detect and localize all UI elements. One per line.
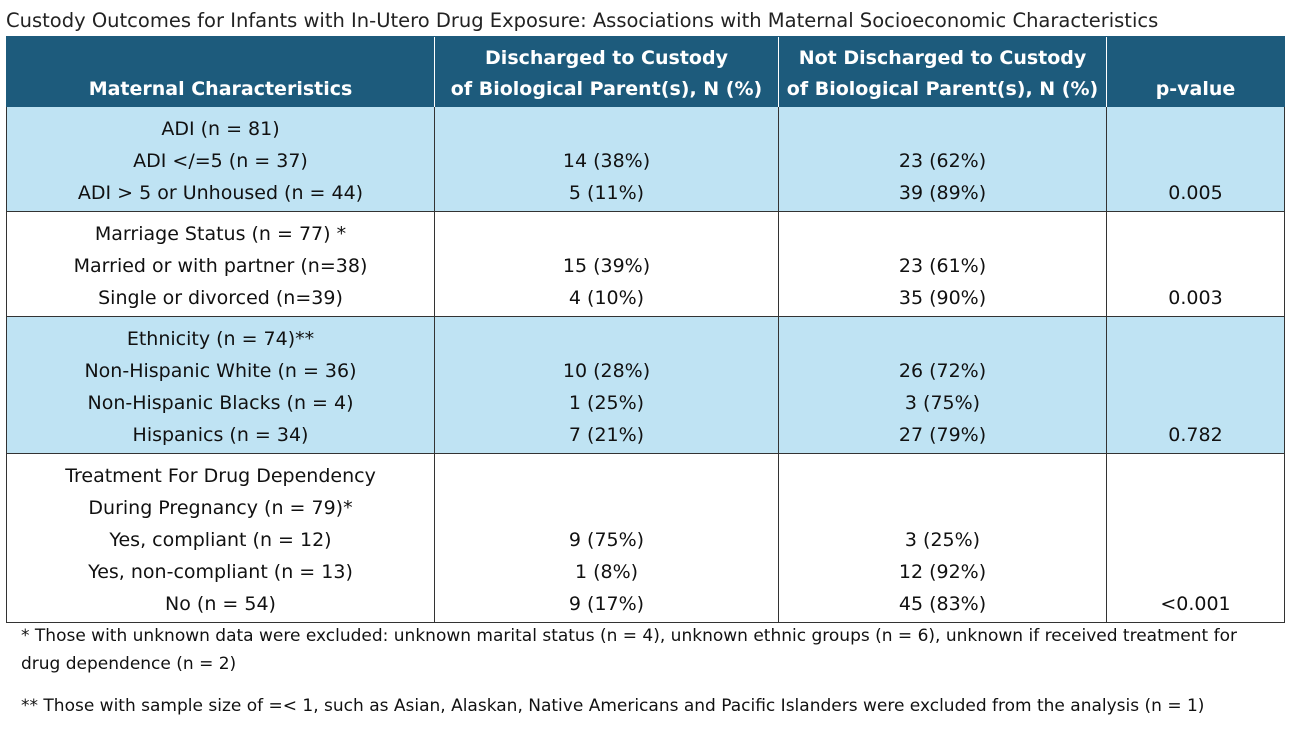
row-label: No (n = 54) xyxy=(165,593,276,615)
pvalue-cell: 0.005 xyxy=(1106,107,1285,212)
pvalue-value: 0.003 xyxy=(1168,287,1223,309)
table-title: Custody Outcomes for Infants with In-Ute… xyxy=(6,9,1159,32)
header-pvalue: p-value xyxy=(1106,36,1285,107)
pvalue-value: 0.005 xyxy=(1168,182,1223,204)
not-discharged-value: 3 (75%) xyxy=(904,392,981,414)
discharged-cell: 10 (28%) 1 (25%) 7 (21%) xyxy=(434,316,779,454)
custody-outcomes-table: Maternal Characteristics Discharged to C… xyxy=(6,36,1285,623)
characteristic-cell: Marriage Status (n = 77) * Married or wit… xyxy=(6,211,435,317)
not-discharged-cell: 26 (72%) 3 (75%) 27 (79%) xyxy=(778,316,1107,454)
header-discharged: Discharged to Custody of Biological Pare… xyxy=(434,36,779,107)
row-label: ADI </=5 (n = 37) xyxy=(133,150,308,172)
row-label: Married or with partner (n=38) xyxy=(73,255,368,277)
not-discharged-value: 27 (79%) xyxy=(898,424,987,446)
discharged-value: 1 (25%) xyxy=(568,392,645,414)
header-characteristics: Maternal Characteristics xyxy=(6,36,435,107)
discharged-value: 5 (11%) xyxy=(568,182,645,204)
header-row: Maternal Characteristics Discharged to C… xyxy=(6,36,1285,107)
discharged-value: 14 (38%) xyxy=(562,150,651,172)
group-label: ADI (n = 81) xyxy=(161,118,280,140)
group-label: During Pregnancy (n = 79)* xyxy=(88,497,353,519)
discharged-cell: 15 (39%) 4 (10%) xyxy=(434,211,779,317)
row-label: Non-Hispanic White (n = 36) xyxy=(84,360,357,382)
characteristic-cell: Treatment For Drug Dependency During Preg… xyxy=(6,453,435,623)
row-label: Non-Hispanic Blacks (n = 4) xyxy=(87,392,354,414)
discharged-value: 1 (8%) xyxy=(574,561,639,583)
footnotes: * Those with unknown data were excluded:… xyxy=(21,622,1281,720)
row-label: ADI > 5 or Unhoused (n = 44) xyxy=(77,182,364,204)
not-discharged-value: 26 (72%) xyxy=(898,360,987,382)
group-label: Ethnicity (n = 74)** xyxy=(126,328,315,350)
not-discharged-value: 3 (25%) xyxy=(904,529,981,551)
footnote-small-samples: ** Those with sample size of =< 1, such … xyxy=(21,696,1205,716)
pvalue-value: <0.001 xyxy=(1160,593,1231,615)
not-discharged-cell: 23 (61%) 35 (90%) xyxy=(778,211,1107,317)
pvalue-cell: 0.003 xyxy=(1106,211,1285,317)
not-discharged-value: 39 (89%) xyxy=(898,182,987,204)
row-label: Single or divorced (n=39) xyxy=(98,287,343,309)
discharged-cell: 9 (75%) 1 (8%) 9 (17%) xyxy=(434,453,779,623)
group-row: Treatment For Drug Dependency During Preg… xyxy=(6,453,1285,623)
pvalue-value: 0.782 xyxy=(1168,424,1223,446)
pvalue-cell: <0.001 xyxy=(1106,453,1285,623)
not-discharged-value: 35 (90%) xyxy=(898,287,987,309)
discharged-value: 7 (21%) xyxy=(568,424,645,446)
discharged-value: 10 (28%) xyxy=(562,360,651,382)
not-discharged-value: 23 (62%) xyxy=(898,150,987,172)
footnote-unknown-data: * Those with unknown data were excluded:… xyxy=(21,626,1237,674)
discharged-value: 4 (10%) xyxy=(568,287,645,309)
not-discharged-value: 12 (92%) xyxy=(898,561,987,583)
discharged-value: 15 (39%) xyxy=(562,255,651,277)
group-row: Ethnicity (n = 74)** Non-Hispanic White (… xyxy=(6,316,1285,454)
characteristic-cell: ADI (n = 81) ADI </=5 (n = 37) ADI > 5 or … xyxy=(6,107,435,212)
discharged-value: 9 (17%) xyxy=(568,593,645,615)
row-label: Hispanics (n = 34) xyxy=(132,424,309,446)
discharged-value: 9 (75%) xyxy=(568,529,645,551)
discharged-cell: 14 (38%) 5 (11%) xyxy=(434,107,779,212)
group-row: ADI (n = 81) ADI </=5 (n = 37) ADI > 5 or … xyxy=(6,107,1285,212)
not-discharged-cell: 23 (62%) 39 (89%) xyxy=(778,107,1107,212)
not-discharged-cell: 3 (25%) 12 (92%) 45 (83%) xyxy=(778,453,1107,623)
header-not-discharged: Not Discharged to Custody of Biological … xyxy=(778,36,1107,107)
row-label: Yes, non-compliant (n = 13) xyxy=(88,561,353,583)
group-row: Marriage Status (n = 77) * Married or wit… xyxy=(6,211,1285,317)
group-label: Treatment For Drug Dependency xyxy=(65,465,376,487)
not-discharged-value: 45 (83%) xyxy=(898,593,987,615)
pvalue-cell: 0.782 xyxy=(1106,316,1285,454)
not-discharged-value: 23 (61%) xyxy=(898,255,987,277)
characteristic-cell: Ethnicity (n = 74)** Non-Hispanic White (… xyxy=(6,316,435,454)
group-label: Marriage Status (n = 77) * xyxy=(94,223,347,245)
row-label: Yes, compliant (n = 12) xyxy=(109,529,332,551)
